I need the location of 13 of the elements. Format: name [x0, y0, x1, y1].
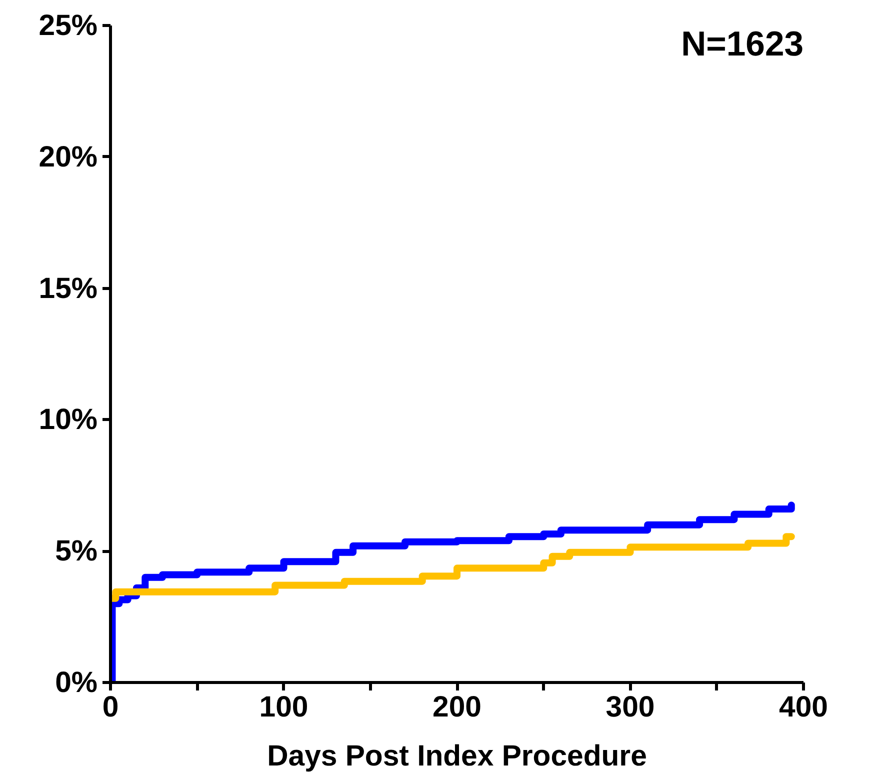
- y-tick-label: 15%: [38, 272, 98, 305]
- x-tick-label: 0: [102, 690, 119, 724]
- y-tick-label: 25%: [38, 9, 98, 42]
- x-tick-label: 100: [259, 690, 308, 724]
- y-tick-label: 5%: [55, 534, 98, 568]
- y-tick-label: 0%: [55, 666, 98, 699]
- y-tick-label: 10%: [38, 403, 98, 436]
- x-tick-label: 300: [606, 690, 655, 724]
- x-tick-label: 400: [779, 690, 828, 724]
- annotation: N=1623: [681, 26, 804, 64]
- x-axis-title: Days Post Index Procedure: [267, 740, 647, 772]
- x-tick-label: 200: [432, 690, 482, 724]
- y-tick-label: 20%: [38, 140, 98, 174]
